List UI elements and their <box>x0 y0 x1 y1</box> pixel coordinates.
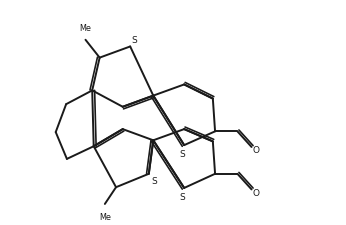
Text: S: S <box>152 176 157 185</box>
Text: Me: Me <box>79 23 91 32</box>
Text: O: O <box>253 188 260 197</box>
Text: S: S <box>180 149 185 158</box>
Text: S: S <box>180 192 185 201</box>
Text: O: O <box>253 146 260 155</box>
Text: Me: Me <box>99 212 111 221</box>
Text: S: S <box>132 36 137 45</box>
